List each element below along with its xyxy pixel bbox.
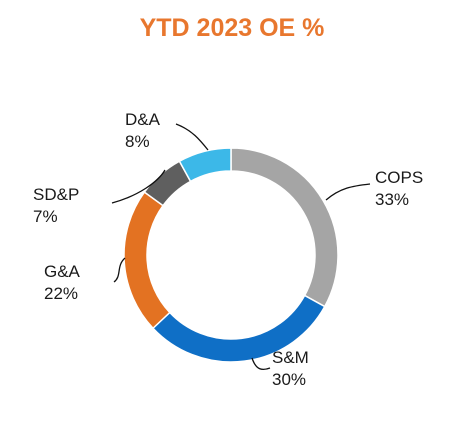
chart-title: YTD 2023 OE % (139, 14, 325, 42)
slice-pct-s-m: 30% (272, 370, 306, 389)
slice-label-cops: COPS 33% (375, 168, 423, 209)
leader-line-sd-p (111, 169, 166, 204)
slice-pct-d-a: 8% (125, 132, 150, 151)
slice-g-a (123, 191, 171, 330)
slice-label-g-a: G&A 22% (44, 262, 81, 303)
slice-pct-cops: 33% (375, 190, 409, 209)
leader-line-g-a (113, 257, 126, 283)
slice-label-sd-p: SD&P 7% (33, 185, 79, 226)
slice-name-sd-p: SD&P (33, 185, 79, 204)
leader-lines (111, 123, 371, 371)
leader-line-d-a (175, 123, 209, 151)
leader-line-s-m (251, 357, 271, 371)
slice-pct-sd-p: 7% (33, 207, 58, 226)
leader-line-cops (325, 183, 371, 201)
slice-label-d-a: D&A 8% (125, 110, 161, 151)
slice-name-d-a: D&A (125, 110, 161, 129)
slice-name-cops: COPS (375, 168, 423, 187)
slice-pct-g-a: 22% (44, 284, 78, 303)
slice-cops (230, 147, 339, 308)
slice-d-a (178, 147, 232, 183)
slice-name-s-m: S&M (272, 348, 309, 367)
slice-label-s-m: S&M 30% (272, 348, 309, 389)
slice-name-g-a: G&A (44, 262, 81, 281)
donut-slices (123, 147, 339, 363)
slice-labels: COPS 33% S&M 30% G&A 22% SD&P 7% D&A 8% (33, 110, 423, 389)
